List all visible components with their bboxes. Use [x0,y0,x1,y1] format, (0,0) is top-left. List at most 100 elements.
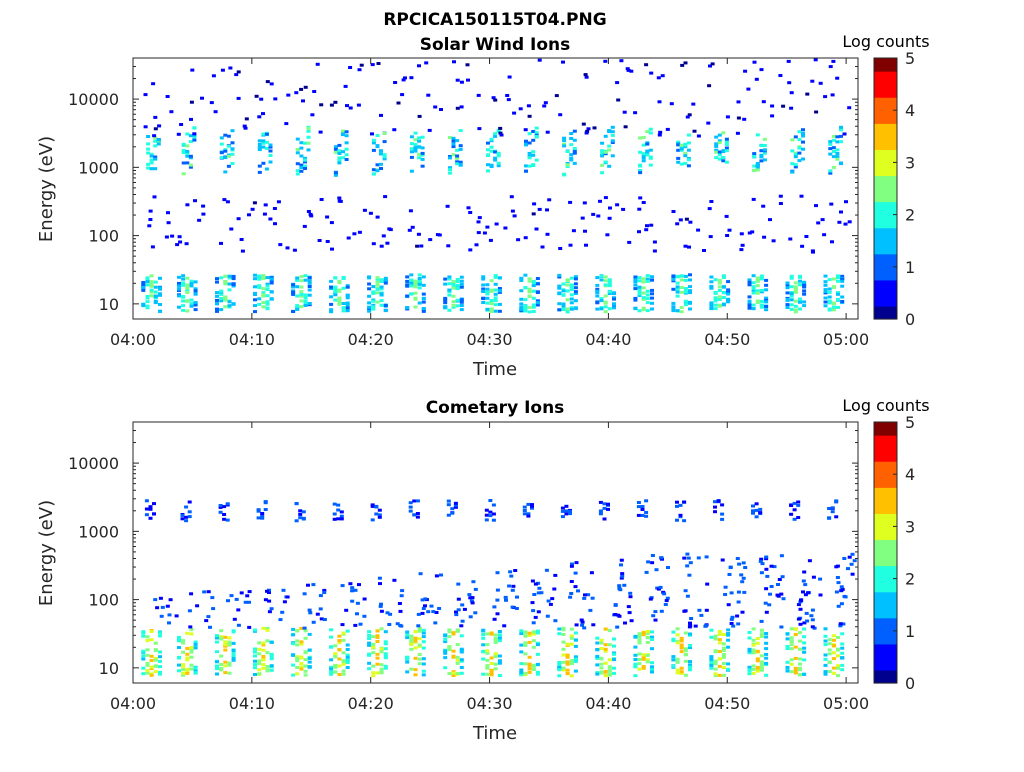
spectrogram-cell [522,509,527,512]
spectrogram-cell [185,647,190,650]
spectrogram-cell [185,631,190,635]
spectrogram-cell [417,653,422,656]
spectrogram-cell [650,301,654,305]
colorbar-step [874,310,897,316]
spectrogram-cell [535,282,540,286]
spectrogram-cell [370,518,375,522]
spectrogram-cell [204,619,209,623]
spectrogram-cell [557,662,562,666]
spectrogram-cell [798,622,803,626]
spectrogram-cell [375,291,380,295]
spectrogram-cell [527,664,532,667]
spectrogram-cell [291,285,296,289]
spectrogram-cell [265,639,270,643]
spectrogram-cell [836,292,840,296]
colorbar-step [874,305,897,311]
spectrogram-cell [413,646,418,650]
spectrogram-cell [650,554,655,557]
spectrogram-cell [307,648,312,652]
spectrogram-cell [420,135,425,139]
spectrogram-cell [265,651,270,655]
spectrogram-cell [181,151,186,154]
colorbar-step [874,249,897,255]
spectrogram-cell [747,283,752,287]
spectrogram-cell [481,649,486,653]
spectrogram-cell [219,276,224,280]
spectrogram-cell [648,156,653,160]
spectrogram-cell [641,666,646,670]
spectrogram-cell [397,602,402,605]
spectrogram-cell [357,68,362,72]
spectrogram-cell [793,668,798,672]
spectrogram-cell [751,281,756,285]
spectrogram-cell [336,517,341,521]
spectrogram-cell [735,131,740,135]
spectrogram-cell [527,306,532,309]
spectrogram-cell [807,559,812,563]
spectrogram-cell [455,278,460,281]
spectrogram-cell [789,298,794,302]
spectrogram-cell [407,228,412,232]
spectrogram-cell [367,287,372,291]
spectrogram-cell [345,655,350,659]
spectrogram-cell [450,511,455,515]
spectrogram-cell [149,158,154,162]
spectrogram-cell [299,166,304,169]
spectrogram-cell [678,218,683,222]
spectrogram-cell [437,607,442,610]
spectrogram-cell [785,660,790,664]
spectrogram-cell [637,291,642,295]
spectrogram-cell [454,610,458,614]
spectrogram-cell [721,276,726,279]
spectrogram-cell [158,659,162,663]
spectrogram-cell [599,670,604,674]
spectrogram-cell [527,655,532,659]
spectrogram-cell [253,654,257,658]
spectrogram-cell [801,134,805,138]
colorbar-step [874,92,897,98]
spectrogram-cell [189,298,194,302]
spectrogram-cell [638,169,643,172]
spectrogram-cell [709,275,714,279]
spectrogram-cell [488,510,493,514]
colorbar-tick-label: 0 [905,310,915,329]
spectrogram-cell [785,303,790,307]
spectrogram-cell [569,580,574,583]
spectrogram-cell [565,671,570,675]
spectrogram-cell [495,598,500,602]
spectrogram-cell [408,501,413,505]
spectrogram-cell [185,671,190,675]
spectrogram-cell [303,651,308,655]
spectrogram-cell [497,661,502,665]
spectrogram-cell [688,660,692,664]
spectrogram-cell [683,631,688,635]
spectrogram-cell [798,647,802,651]
spectrogram-cell [659,556,664,560]
spectrogram-cell [531,621,536,625]
spectrogram-cell [576,589,580,593]
spectrogram-cell [345,657,350,661]
spectrogram-cell [468,248,473,252]
spectrogram-cell [599,274,604,278]
spectrogram-cell [489,288,494,292]
spectrogram-cell [459,304,464,307]
spectrogram-cell [481,290,486,293]
spectrogram-cell [453,501,458,505]
spectrogram-cell [663,603,668,606]
spectrogram-cell [459,80,464,84]
spectrogram-cell [294,91,299,95]
spectrogram-cell [426,93,431,97]
spectrogram-cell [298,516,303,520]
spectrogram-cell [507,75,512,79]
spectrogram-cell [683,244,688,248]
spectrogram-cell [493,292,498,296]
spectrogram-cell [573,290,578,294]
spectrogram-cell [145,661,150,665]
spectrogram-cell [187,609,192,613]
spectrogram-cell [717,150,722,154]
spectrogram-cell [649,223,654,227]
spectrogram-cell [840,587,845,591]
spectrogram-cell [174,614,179,618]
spectrogram-cell [568,200,573,204]
spectrogram-cell [736,116,741,120]
